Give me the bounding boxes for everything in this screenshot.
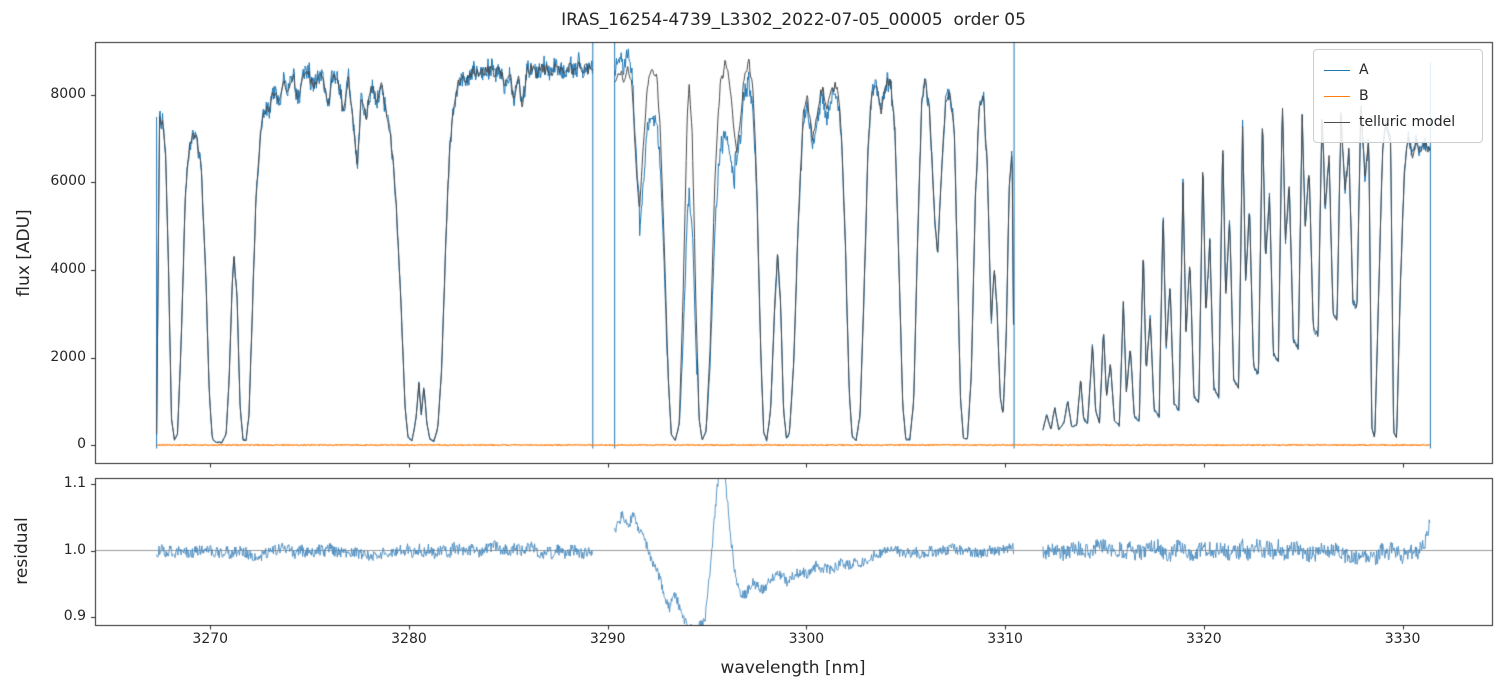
x-tick-label: 3300 <box>788 631 825 647</box>
y-tick-label-residual: 0.9 <box>63 608 86 625</box>
x-tick-label: 3290 <box>589 631 626 647</box>
chart-title: IRAS_16254-4739_L3302_2022-07-05_00005 o… <box>561 10 1026 30</box>
legend-line-telluric-model <box>1324 121 1350 123</box>
y-tick-label-flux: 2000 <box>50 348 86 365</box>
legend-item-telluric-model: telluric model <box>1324 109 1472 135</box>
y-tick-label-flux: 4000 <box>50 261 86 277</box>
y-tick-label-flux: 6000 <box>50 173 86 190</box>
x-tick-label: 3320 <box>1186 631 1222 647</box>
legend-item-a: A <box>1324 57 1472 83</box>
x-tick-label: 3280 <box>391 631 427 647</box>
y-tick-label-residual: 1.1 <box>63 474 86 491</box>
x-axis-label: wavelength [nm] <box>720 658 866 678</box>
y-tick-label-flux: 0 <box>77 436 86 453</box>
x-tick-label: 3330 <box>1384 631 1421 647</box>
legend-label-a: A <box>1359 62 1369 78</box>
legend-line-a <box>1324 69 1350 71</box>
legend: A B telluric model <box>1313 49 1483 143</box>
legend-item-b: B <box>1324 83 1472 109</box>
legend-line-b <box>1324 95 1350 97</box>
legend-label-telluric-model: telluric model <box>1359 114 1456 130</box>
y-axis-label-flux: flux [ADU] <box>14 209 34 297</box>
y-tick-label-residual: 1.0 <box>63 541 86 558</box>
x-tick-label: 3310 <box>987 631 1023 647</box>
y-axis-label-residual: residual <box>12 517 32 585</box>
x-tick-label: 3270 <box>192 631 229 647</box>
y-tick-label-flux: 8000 <box>50 85 86 102</box>
legend-label-b: B <box>1359 88 1369 104</box>
